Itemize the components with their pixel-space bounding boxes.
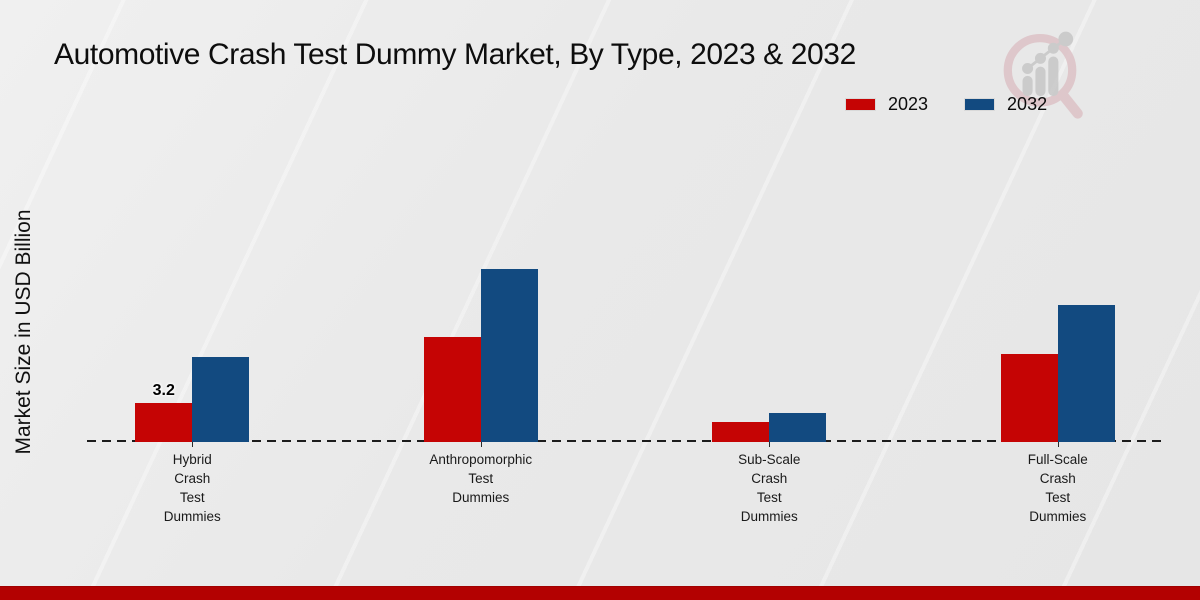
x-axis-tick <box>192 442 194 447</box>
bar-2032-category-0 <box>192 356 250 442</box>
legend: 2023 2032 <box>845 94 1047 115</box>
bar-2032-category-3 <box>1057 305 1115 442</box>
legend-swatch-2032 <box>964 98 996 111</box>
x-axis-baseline <box>87 440 1165 442</box>
legend-item-2023: 2023 <box>845 94 928 115</box>
category-label: Sub-Scale Crash Test Dummies <box>738 452 801 524</box>
bar-2023-category-1 <box>423 337 481 442</box>
chart-title: Automotive Crash Test Dummy Market, By T… <box>54 38 856 71</box>
legend-label-2032: 2032 <box>1007 94 1048 114</box>
category-label: Anthropomorphic Test Dummies <box>429 452 533 505</box>
category-label: Hybrid Crash Test Dummies <box>163 452 221 524</box>
category-label: Full-Scale Crash Test Dummies <box>1027 452 1088 524</box>
bar-2023-category-3 <box>1000 354 1058 442</box>
bar-value-label: 3.2 <box>152 381 175 399</box>
bar-2032-category-1 <box>480 268 538 442</box>
magnifier-growth-chart-logo <box>1003 31 1083 119</box>
x-axis-tick <box>480 442 482 447</box>
bar-2023-category-0 <box>135 402 193 442</box>
x-axis-tick <box>769 442 771 447</box>
x-axis-tick <box>1057 442 1059 447</box>
footer-accent-bar <box>0 586 1200 600</box>
legend-label-2023: 2023 <box>888 94 929 114</box>
legend-swatch-2023 <box>845 98 876 111</box>
bar-2023-category-2 <box>712 422 770 442</box>
bar-2032-category-2 <box>769 412 827 442</box>
legend-item-2032: 2032 <box>964 94 1047 115</box>
